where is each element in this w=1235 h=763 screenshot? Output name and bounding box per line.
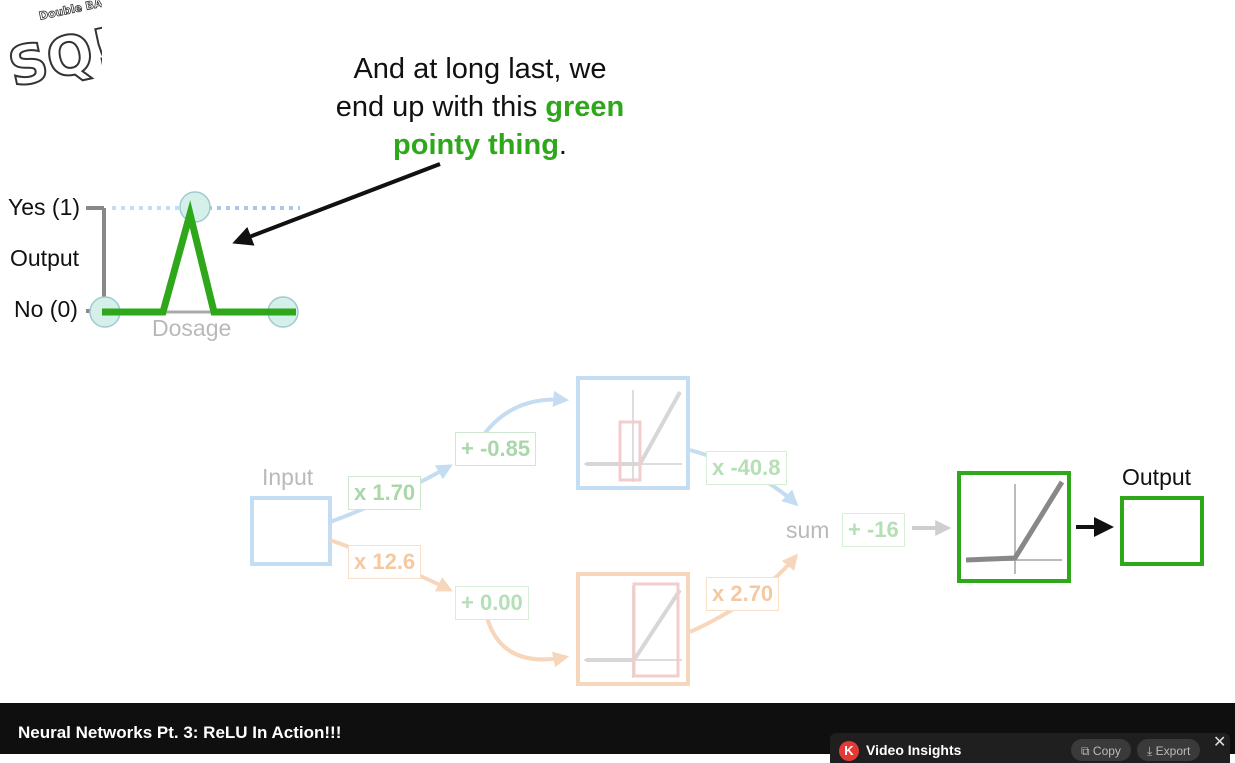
weight-top-out-label: x -40.8 <box>706 451 787 485</box>
copy-icon: ⧉ <box>1081 744 1093 758</box>
weight-bottom-out-label: x 2.70 <box>706 577 780 611</box>
caption-line-2: end up with this <box>335 91 546 123</box>
output-plot <box>86 191 300 328</box>
video-insights-panel: K Video Insights ⧉ Copy ⤓ Export ✕ <box>830 733 1230 763</box>
close-icon[interactable]: ✕ <box>1213 734 1227 751</box>
copy-button[interactable]: ⧉ Copy <box>1071 739 1131 761</box>
diagram-graphics <box>86 162 1204 686</box>
yes-label: Yes (1) <box>8 194 81 220</box>
caption-period: . <box>558 129 567 161</box>
no-label: No (0) <box>14 296 78 322</box>
top-relu-box <box>576 376 690 490</box>
caption-arrow <box>232 162 441 246</box>
insights-logo-icon: K <box>839 741 859 761</box>
input-label: Input <box>262 464 314 490</box>
output-label: Output <box>1122 464 1192 490</box>
bias-final-label: + -16 <box>842 513 905 547</box>
weight-top-label: x 1.70 <box>348 476 422 510</box>
bias-top-label: + -0.85 <box>455 432 537 466</box>
player-title-bar: Neural Networks Pt. 3: ReLU In Action!!!… <box>0 703 1235 763</box>
video-frame[interactable]: Double BAM!! SQ! And at long last, we en… <box>0 0 1235 703</box>
caption: And at long last, we end up with this gr… <box>290 50 670 164</box>
export-button[interactable]: ⤓ Export <box>1137 739 1201 761</box>
green-pointy-curve <box>102 200 296 316</box>
weight-bottom-label: x 12.6 <box>348 545 422 579</box>
dosage-label: Dosage <box>152 315 232 341</box>
point-marker <box>179 191 211 223</box>
video-title[interactable]: Neural Networks Pt. 3: ReLU In Action!!! <box>18 723 342 742</box>
output-axis-label: Output <box>10 245 80 271</box>
caption-pointy-thing: pointy thing <box>393 129 559 161</box>
bottom-relu-box <box>576 572 690 686</box>
output-box <box>1120 496 1204 566</box>
caption-line-1: And at long last, we <box>353 53 607 85</box>
bias-bottom-label: + 0.00 <box>455 586 529 620</box>
input-box <box>250 496 332 566</box>
download-icon: ⤓ <box>1147 744 1156 758</box>
statquest-logo: Double BAM!! SQ! <box>2 0 102 96</box>
final-stage <box>957 471 1204 583</box>
insights-title: Video Insights <box>866 742 962 758</box>
caption-green-word: green <box>545 91 625 123</box>
sum-label: sum <box>786 517 830 543</box>
